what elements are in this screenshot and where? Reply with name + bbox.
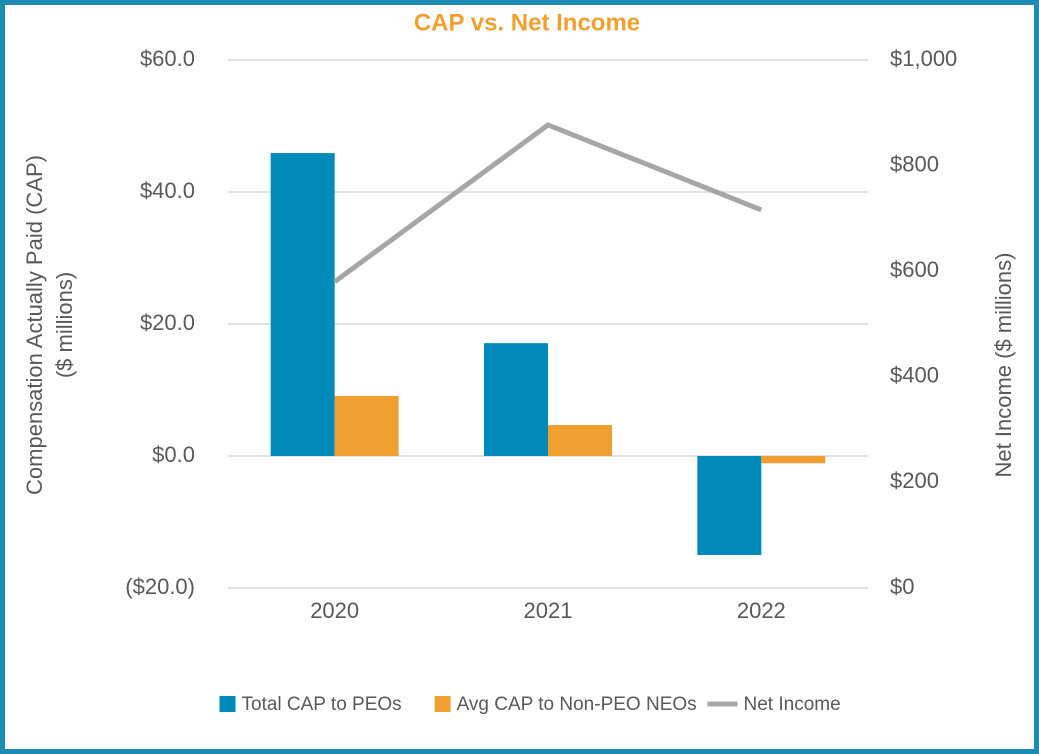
- y2-tick-label: $600: [890, 257, 939, 282]
- y-tick-label: $0.0: [152, 442, 195, 467]
- y2-axis-title: Net Income ($ millions): [991, 253, 1016, 478]
- legend-label: Avg CAP to Non-PEO NEOs: [457, 694, 697, 715]
- y-tick-label: $40.0: [140, 178, 195, 203]
- legend-label: Net Income: [744, 694, 841, 715]
- line: [333, 122, 763, 284]
- y2-tick-label: $400: [890, 363, 939, 388]
- x-tick-label: 2021: [524, 598, 573, 623]
- y-axis-title: ($ millions): [52, 272, 77, 378]
- x-tick-label: 2020: [310, 598, 359, 623]
- bar: [697, 456, 762, 555]
- legend-swatch: [219, 696, 236, 712]
- bar: [334, 395, 399, 456]
- legend-label: Total CAP to PEOs: [242, 694, 402, 715]
- chart-title: CAP vs. Net Income: [414, 9, 640, 36]
- y-tick-label: ($20.0): [125, 574, 195, 599]
- bar: [484, 343, 548, 456]
- y2-tick-label: $200: [890, 468, 939, 493]
- bar: [548, 424, 612, 456]
- y2-tick-label: $800: [890, 151, 939, 176]
- y-axis-title: Compensation Actually Paid (CAP): [22, 155, 47, 495]
- x-tick-label: 2022: [737, 598, 786, 623]
- bar: [270, 153, 335, 456]
- bar: [761, 456, 826, 464]
- y-tick-label: $60.0: [140, 46, 195, 71]
- y-tick-label: $20.0: [140, 310, 195, 335]
- legend-swatch: [434, 696, 451, 712]
- y2-tick-label: $1,000: [890, 46, 957, 71]
- y2-tick-label: $0: [890, 574, 914, 599]
